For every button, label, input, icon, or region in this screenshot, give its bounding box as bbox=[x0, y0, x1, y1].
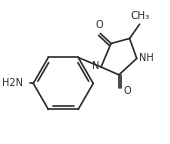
Text: CH₃: CH₃ bbox=[131, 11, 150, 21]
Text: N: N bbox=[91, 61, 99, 71]
Text: O: O bbox=[123, 86, 131, 95]
Text: O: O bbox=[96, 19, 103, 30]
Text: NH: NH bbox=[139, 53, 154, 63]
Text: H2N: H2N bbox=[2, 78, 23, 88]
